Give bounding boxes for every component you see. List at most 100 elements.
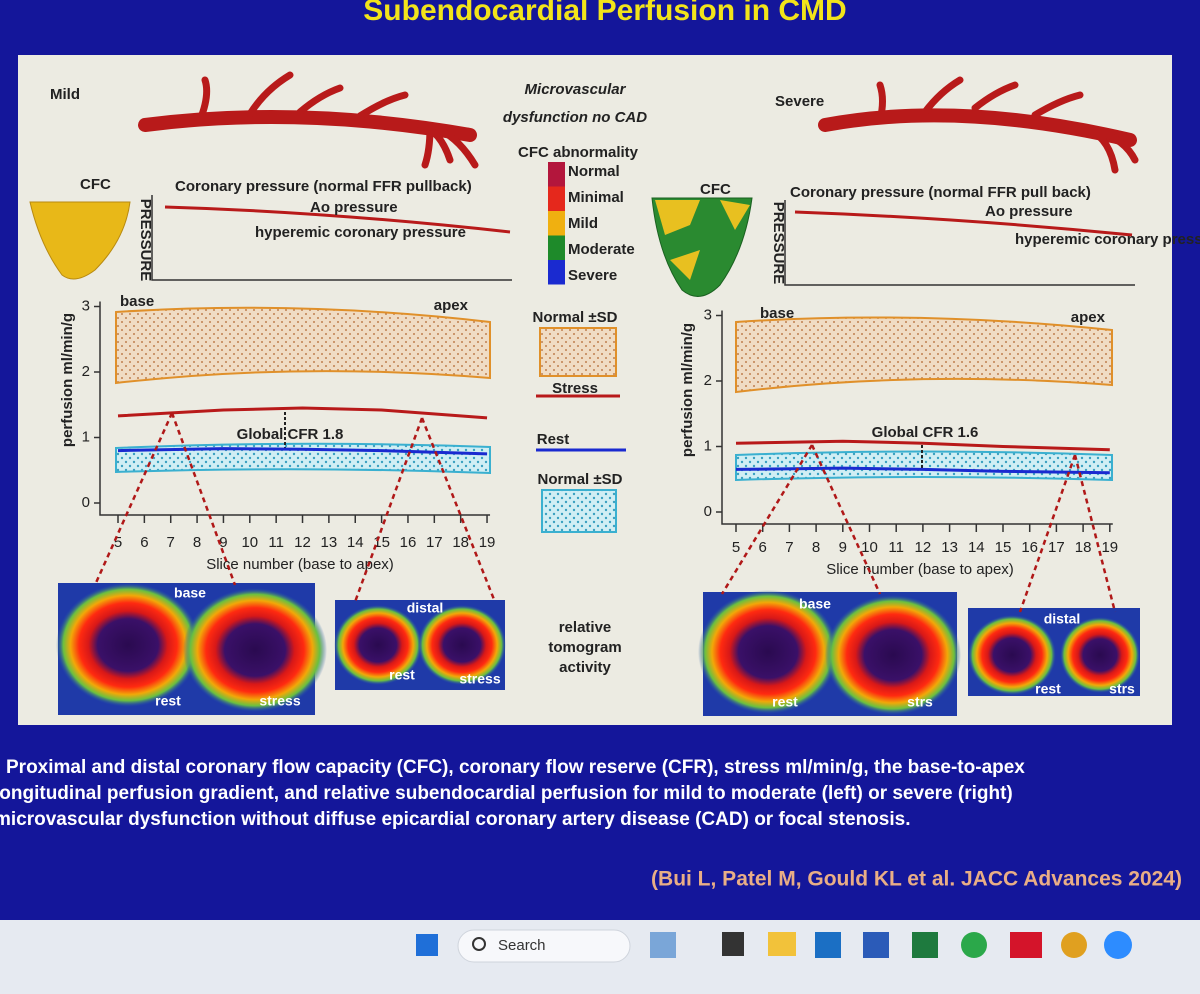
x-tick-label: 8	[193, 534, 201, 551]
x-tick-label: 17	[426, 534, 443, 551]
pressure-axis	[151, 195, 512, 281]
x-tick-label: 13	[941, 539, 958, 556]
legend-swatch	[541, 489, 617, 533]
x-tick-label: 17	[1048, 539, 1065, 556]
artery-right	[818, 76, 1139, 174]
dashed-arrow	[353, 417, 424, 603]
tomogram	[418, 605, 506, 685]
tomogram-label: stress	[259, 693, 300, 709]
dashed-arrow	[720, 444, 814, 595]
app-icon[interactable]	[722, 932, 744, 956]
tomogram-label: rest	[389, 667, 415, 683]
app-icon[interactable]	[961, 932, 987, 958]
app-icon[interactable]	[912, 932, 938, 958]
base-label: base	[760, 305, 794, 322]
x-tick-label: 11	[268, 534, 284, 551]
base-label: base	[120, 293, 154, 310]
legend-color	[548, 260, 565, 285]
caption-line: microvascular dysfunction without diffus…	[0, 809, 910, 830]
x-tick-label: 12	[915, 539, 932, 556]
legend-color	[548, 186, 565, 211]
x-tick-label: 7	[167, 534, 175, 551]
dashed-arrow	[1018, 454, 1077, 613]
legend-label: Moderate	[568, 241, 635, 258]
heading: dysfunction no CAD	[503, 109, 647, 126]
app-icon[interactable]	[1010, 932, 1042, 958]
dashed-arrow	[810, 444, 882, 595]
x-tick-label: 13	[321, 534, 338, 551]
search-box[interactable]	[457, 929, 631, 963]
app-icon[interactable]	[1104, 931, 1132, 959]
rest-line	[117, 447, 488, 456]
severity: Mild	[50, 86, 80, 103]
cfc-label: CFC	[80, 176, 111, 193]
tomogram	[698, 590, 838, 714]
x-tick-label: 7	[785, 539, 793, 556]
apex-label: apex	[1071, 309, 1106, 326]
app-icon[interactable]	[863, 932, 889, 958]
app-icon[interactable]	[815, 932, 841, 958]
x-tick-label: 11	[888, 539, 904, 556]
app-icon[interactable]	[768, 932, 796, 956]
y-tick-label: 2	[82, 363, 90, 380]
cfr-label: Global CFR 1.6	[872, 424, 979, 441]
x-tick-label: 5	[114, 534, 122, 551]
legend-label: Mild	[568, 215, 598, 232]
tomogram-note: activity	[559, 659, 611, 676]
legend-color	[548, 211, 565, 236]
app-icon[interactable]	[1061, 932, 1087, 958]
tomogram-note: tomogram	[548, 639, 621, 656]
legend-label: Rest	[537, 431, 570, 448]
heading: Microvascular	[525, 81, 627, 98]
tomogram-label: stress	[459, 671, 500, 687]
tomogram-label: strs	[1109, 681, 1135, 697]
ao-label: Ao pressure	[310, 199, 398, 216]
pressure-line	[794, 210, 1133, 237]
tomogram	[825, 595, 961, 715]
tomogram-label: rest	[772, 694, 798, 710]
x-tick-label: 16	[400, 534, 417, 551]
x-tick-label: 12	[294, 534, 311, 551]
legend-label: Minimal	[568, 189, 624, 206]
apex-label: apex	[434, 297, 469, 314]
search-icon	[472, 937, 486, 951]
legend-label: Severe	[568, 267, 617, 284]
tomogram	[1060, 617, 1140, 693]
legend-swatch	[539, 327, 617, 377]
pressure-axis-label: PRESSURE	[770, 202, 787, 285]
y-axis-label: perfusion ml/min/g	[679, 323, 696, 457]
x-tick-label: 6	[759, 539, 767, 556]
x-tick-label: 9	[839, 539, 847, 556]
x-tick-label: 10	[241, 534, 258, 551]
tomogram-label: distal	[407, 600, 444, 616]
legend-color	[548, 235, 565, 260]
x-tick-label: 6	[140, 534, 148, 551]
y-tick-label: 1	[82, 428, 90, 445]
legend-label: Normal ±SD	[538, 471, 623, 488]
dashed-arrow	[420, 417, 497, 603]
pressure-line	[164, 205, 511, 234]
x-axis-label: Slice number (base to apex)	[826, 561, 1014, 578]
start-button[interactable]	[416, 934, 438, 956]
x-tick-label: 18	[452, 534, 469, 551]
y-tick-label: 1	[704, 437, 712, 454]
pressure-axis-label: PRESSURE	[137, 199, 154, 282]
dashed-arrow	[1073, 454, 1117, 613]
normal-stress-band	[115, 306, 491, 385]
x-axis-label: Slice number (base to apex)	[206, 556, 394, 573]
legend-label: Stress	[552, 380, 598, 397]
y-tick-label: 0	[82, 494, 90, 511]
rest-line	[735, 466, 1110, 475]
hyperemic-label: hyperemic coronary pressure	[1015, 231, 1200, 248]
x-tick-label: 19	[479, 534, 496, 551]
cfc-map-mild	[655, 200, 750, 280]
y-axis-label: perfusion ml/min/g	[59, 313, 76, 447]
app-icon[interactable]	[650, 932, 676, 958]
tomogram	[334, 605, 422, 685]
legend-label: Normal ±SD	[533, 309, 618, 326]
x-tick-label: 15	[995, 539, 1012, 556]
legend-title: CFC abnormality	[518, 144, 639, 161]
citation: (Bui L, Patel M, Gould KL et al. JACC Ad…	[651, 868, 1182, 891]
pressure-title: Coronary pressure (normal FFR pullback)	[175, 178, 472, 195]
